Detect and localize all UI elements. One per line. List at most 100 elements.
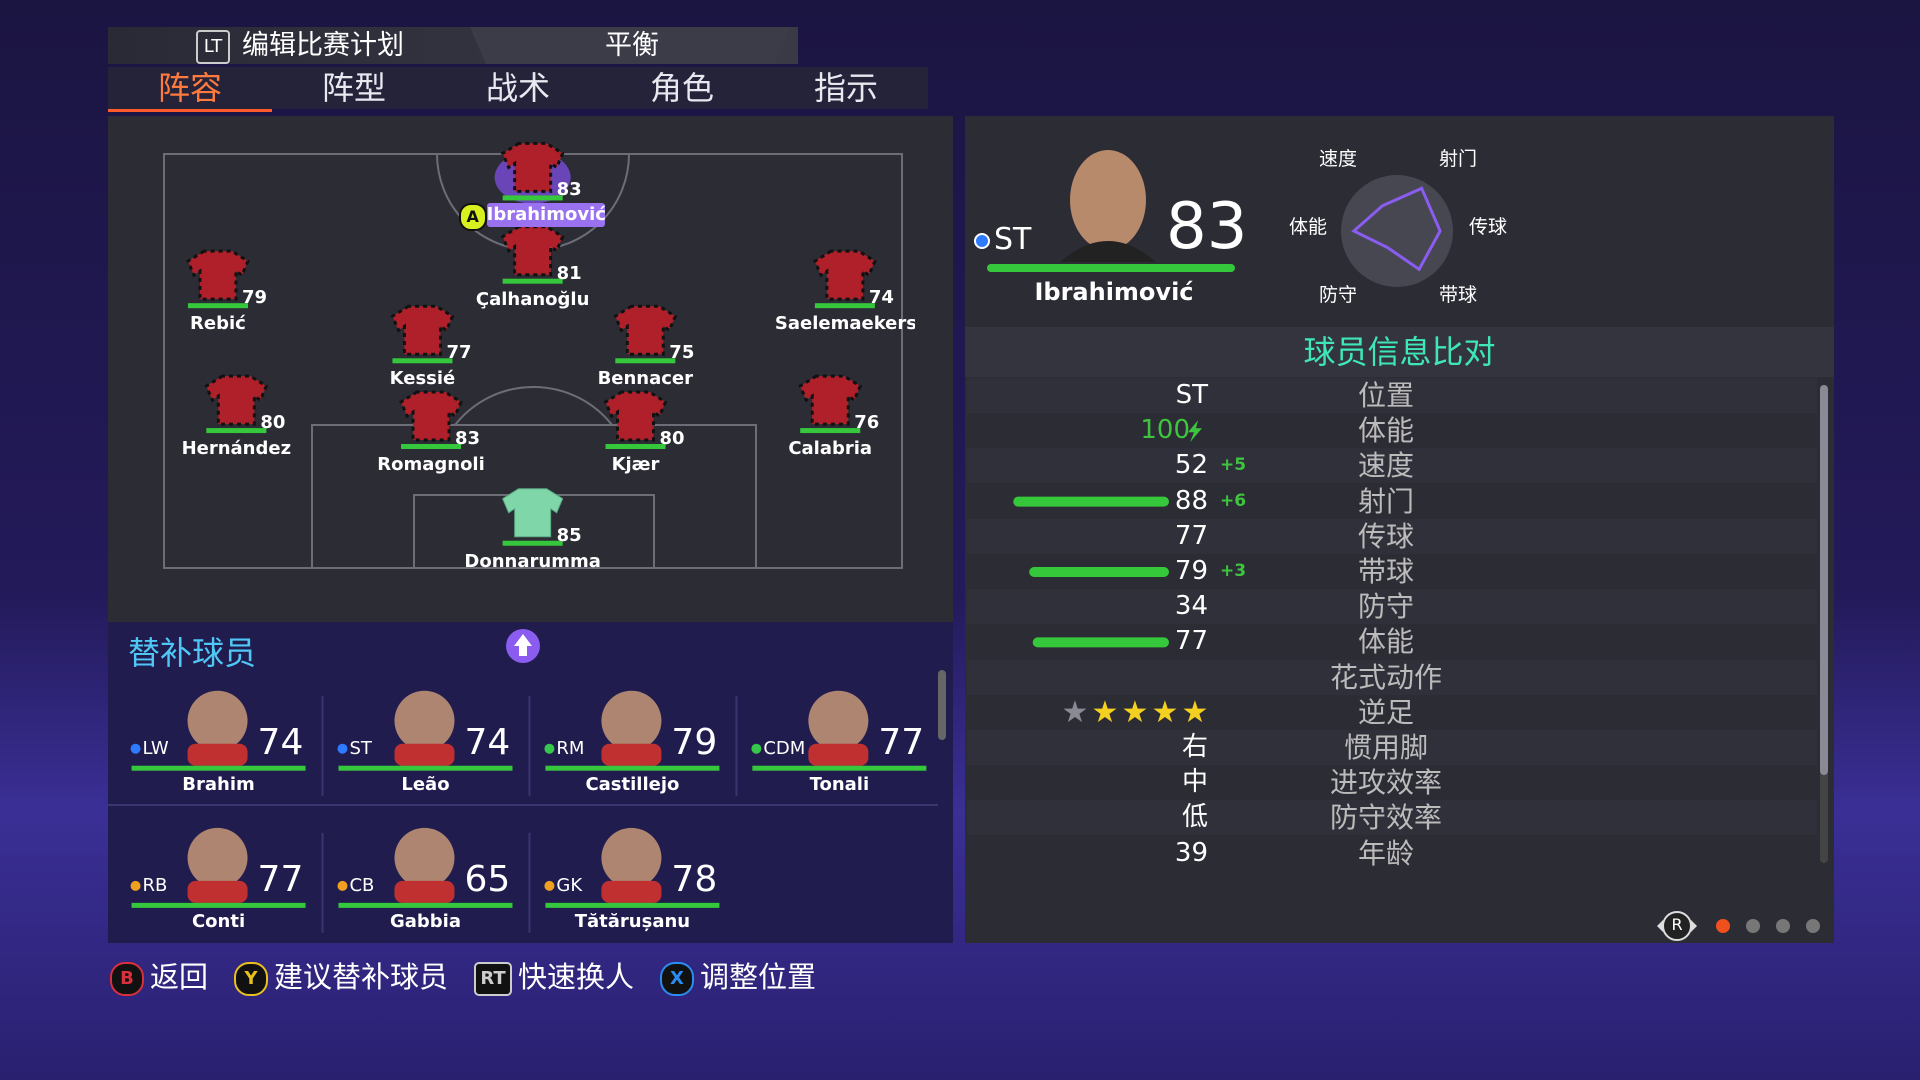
rating-bar bbox=[131, 902, 306, 908]
face bbox=[808, 690, 869, 751]
sub-name: Gabbia bbox=[389, 910, 461, 932]
mentality: 平衡 bbox=[605, 30, 659, 61]
rating-bar bbox=[206, 428, 267, 434]
shirt bbox=[399, 390, 463, 442]
shirt bbox=[813, 249, 877, 301]
radar-label: 传球 bbox=[1468, 216, 1507, 238]
row-value: 77 bbox=[1174, 520, 1208, 551]
position-dot bbox=[337, 743, 348, 754]
player-name: Donnarumma bbox=[464, 550, 601, 572]
player-position: ST bbox=[994, 222, 1032, 257]
tab-bar bbox=[108, 67, 928, 109]
tab[interactable]: 阵型 bbox=[321, 69, 386, 107]
star: ★ bbox=[1122, 695, 1149, 730]
star: ★ bbox=[1152, 695, 1179, 730]
player-rating: 81 bbox=[556, 262, 582, 284]
row-value: 34 bbox=[1174, 591, 1208, 622]
control-key: RT bbox=[474, 962, 512, 996]
subs-title: 替补球员 bbox=[128, 634, 257, 672]
sub-position: ST bbox=[349, 737, 372, 759]
captain-name: Ibrahimović bbox=[486, 203, 606, 228]
shirt bbox=[601, 880, 662, 903]
row-bg bbox=[967, 659, 1817, 695]
rating-bar bbox=[502, 540, 563, 546]
portrait-body bbox=[1060, 241, 1156, 262]
row-bg bbox=[967, 800, 1817, 836]
scrollbar bbox=[1820, 385, 1828, 863]
position-dot bbox=[130, 880, 141, 891]
face bbox=[187, 690, 248, 751]
subs-panel bbox=[108, 622, 953, 943]
star: ★ bbox=[1092, 695, 1119, 730]
rating-bar bbox=[502, 278, 563, 284]
tab[interactable]: 战术 bbox=[485, 69, 550, 107]
pager-dot bbox=[1776, 919, 1790, 933]
compare-header bbox=[965, 327, 1834, 377]
control-key: X bbox=[660, 962, 694, 996]
rating-bar bbox=[131, 765, 306, 771]
row-label: 防守效率 bbox=[1329, 801, 1442, 835]
player-name: Kjær bbox=[611, 454, 660, 475]
shirt bbox=[500, 141, 565, 193]
rating-bar bbox=[987, 264, 1235, 272]
pager-dot bbox=[1806, 919, 1820, 933]
row-bg bbox=[967, 589, 1817, 625]
rating-bar bbox=[392, 358, 453, 364]
player-name: Romagnoli bbox=[377, 454, 485, 475]
player-name: Calabria bbox=[788, 438, 873, 460]
sub-position: CDM bbox=[763, 737, 806, 759]
rating-bar bbox=[545, 902, 720, 908]
row-label: 带球 bbox=[1357, 555, 1414, 588]
sub-rating: 79 bbox=[671, 721, 718, 763]
energy-icon bbox=[1188, 420, 1202, 443]
control-label[interactable]: 建议替补球员 bbox=[274, 960, 449, 994]
mentality-bar bbox=[470, 27, 790, 64]
player-rating: 85 bbox=[556, 524, 582, 546]
player-name: Çalhanoğlu bbox=[475, 288, 590, 310]
sub-name: Brahim bbox=[182, 773, 255, 795]
control-label[interactable]: 调整位置 bbox=[700, 960, 817, 994]
row-value: 39 bbox=[1174, 837, 1208, 868]
player-rating: 80 bbox=[659, 428, 685, 449]
shirt bbox=[798, 374, 863, 426]
radar-label: 射门 bbox=[1438, 148, 1477, 170]
position-dot bbox=[751, 743, 762, 754]
row-label: 逆足 bbox=[1357, 695, 1414, 729]
row-label: 射门 bbox=[1357, 484, 1414, 518]
face bbox=[394, 827, 455, 888]
shirt bbox=[204, 374, 269, 426]
row-bonus: +6 bbox=[1220, 490, 1247, 511]
tab[interactable]: 角色 bbox=[649, 69, 714, 107]
face bbox=[187, 827, 248, 888]
sub-rating: 74 bbox=[464, 721, 511, 763]
sub-position: RM bbox=[556, 737, 585, 759]
tab[interactable]: 指示 bbox=[813, 69, 878, 107]
sub-name: Tătărușanu bbox=[574, 910, 691, 932]
control-label[interactable]: 返回 bbox=[150, 960, 209, 994]
sub-name: Conti bbox=[191, 910, 246, 932]
shirt bbox=[601, 743, 662, 766]
radar-label: 速度 bbox=[1318, 148, 1357, 170]
pager-key-label: R bbox=[1671, 915, 1683, 934]
face bbox=[394, 690, 455, 751]
radar-label: 防守 bbox=[1318, 284, 1357, 306]
row-value: ST bbox=[1175, 380, 1208, 410]
row-label: 进攻效率 bbox=[1329, 766, 1442, 800]
rating-bar bbox=[752, 765, 927, 771]
stat-bar bbox=[1013, 496, 1169, 507]
shirt bbox=[613, 304, 678, 356]
sub-position: CB bbox=[349, 874, 375, 896]
row-label: 位置 bbox=[1357, 379, 1414, 412]
player-name: Bennacer bbox=[597, 368, 694, 390]
control-label[interactable]: 快速换人 bbox=[518, 960, 635, 994]
header-title: 编辑比赛计划 bbox=[242, 30, 404, 61]
row-bonus: +5 bbox=[1220, 455, 1247, 476]
rating-bar bbox=[814, 303, 875, 309]
row-value: 低 bbox=[1181, 802, 1208, 833]
shirt bbox=[502, 488, 564, 538]
row-value: 77 bbox=[1174, 626, 1208, 657]
player-rating: 77 bbox=[446, 342, 472, 364]
radar-bg bbox=[1341, 175, 1453, 287]
tab[interactable]: 阵容 bbox=[108, 67, 272, 112]
radar-label: 体能 bbox=[1288, 216, 1327, 238]
